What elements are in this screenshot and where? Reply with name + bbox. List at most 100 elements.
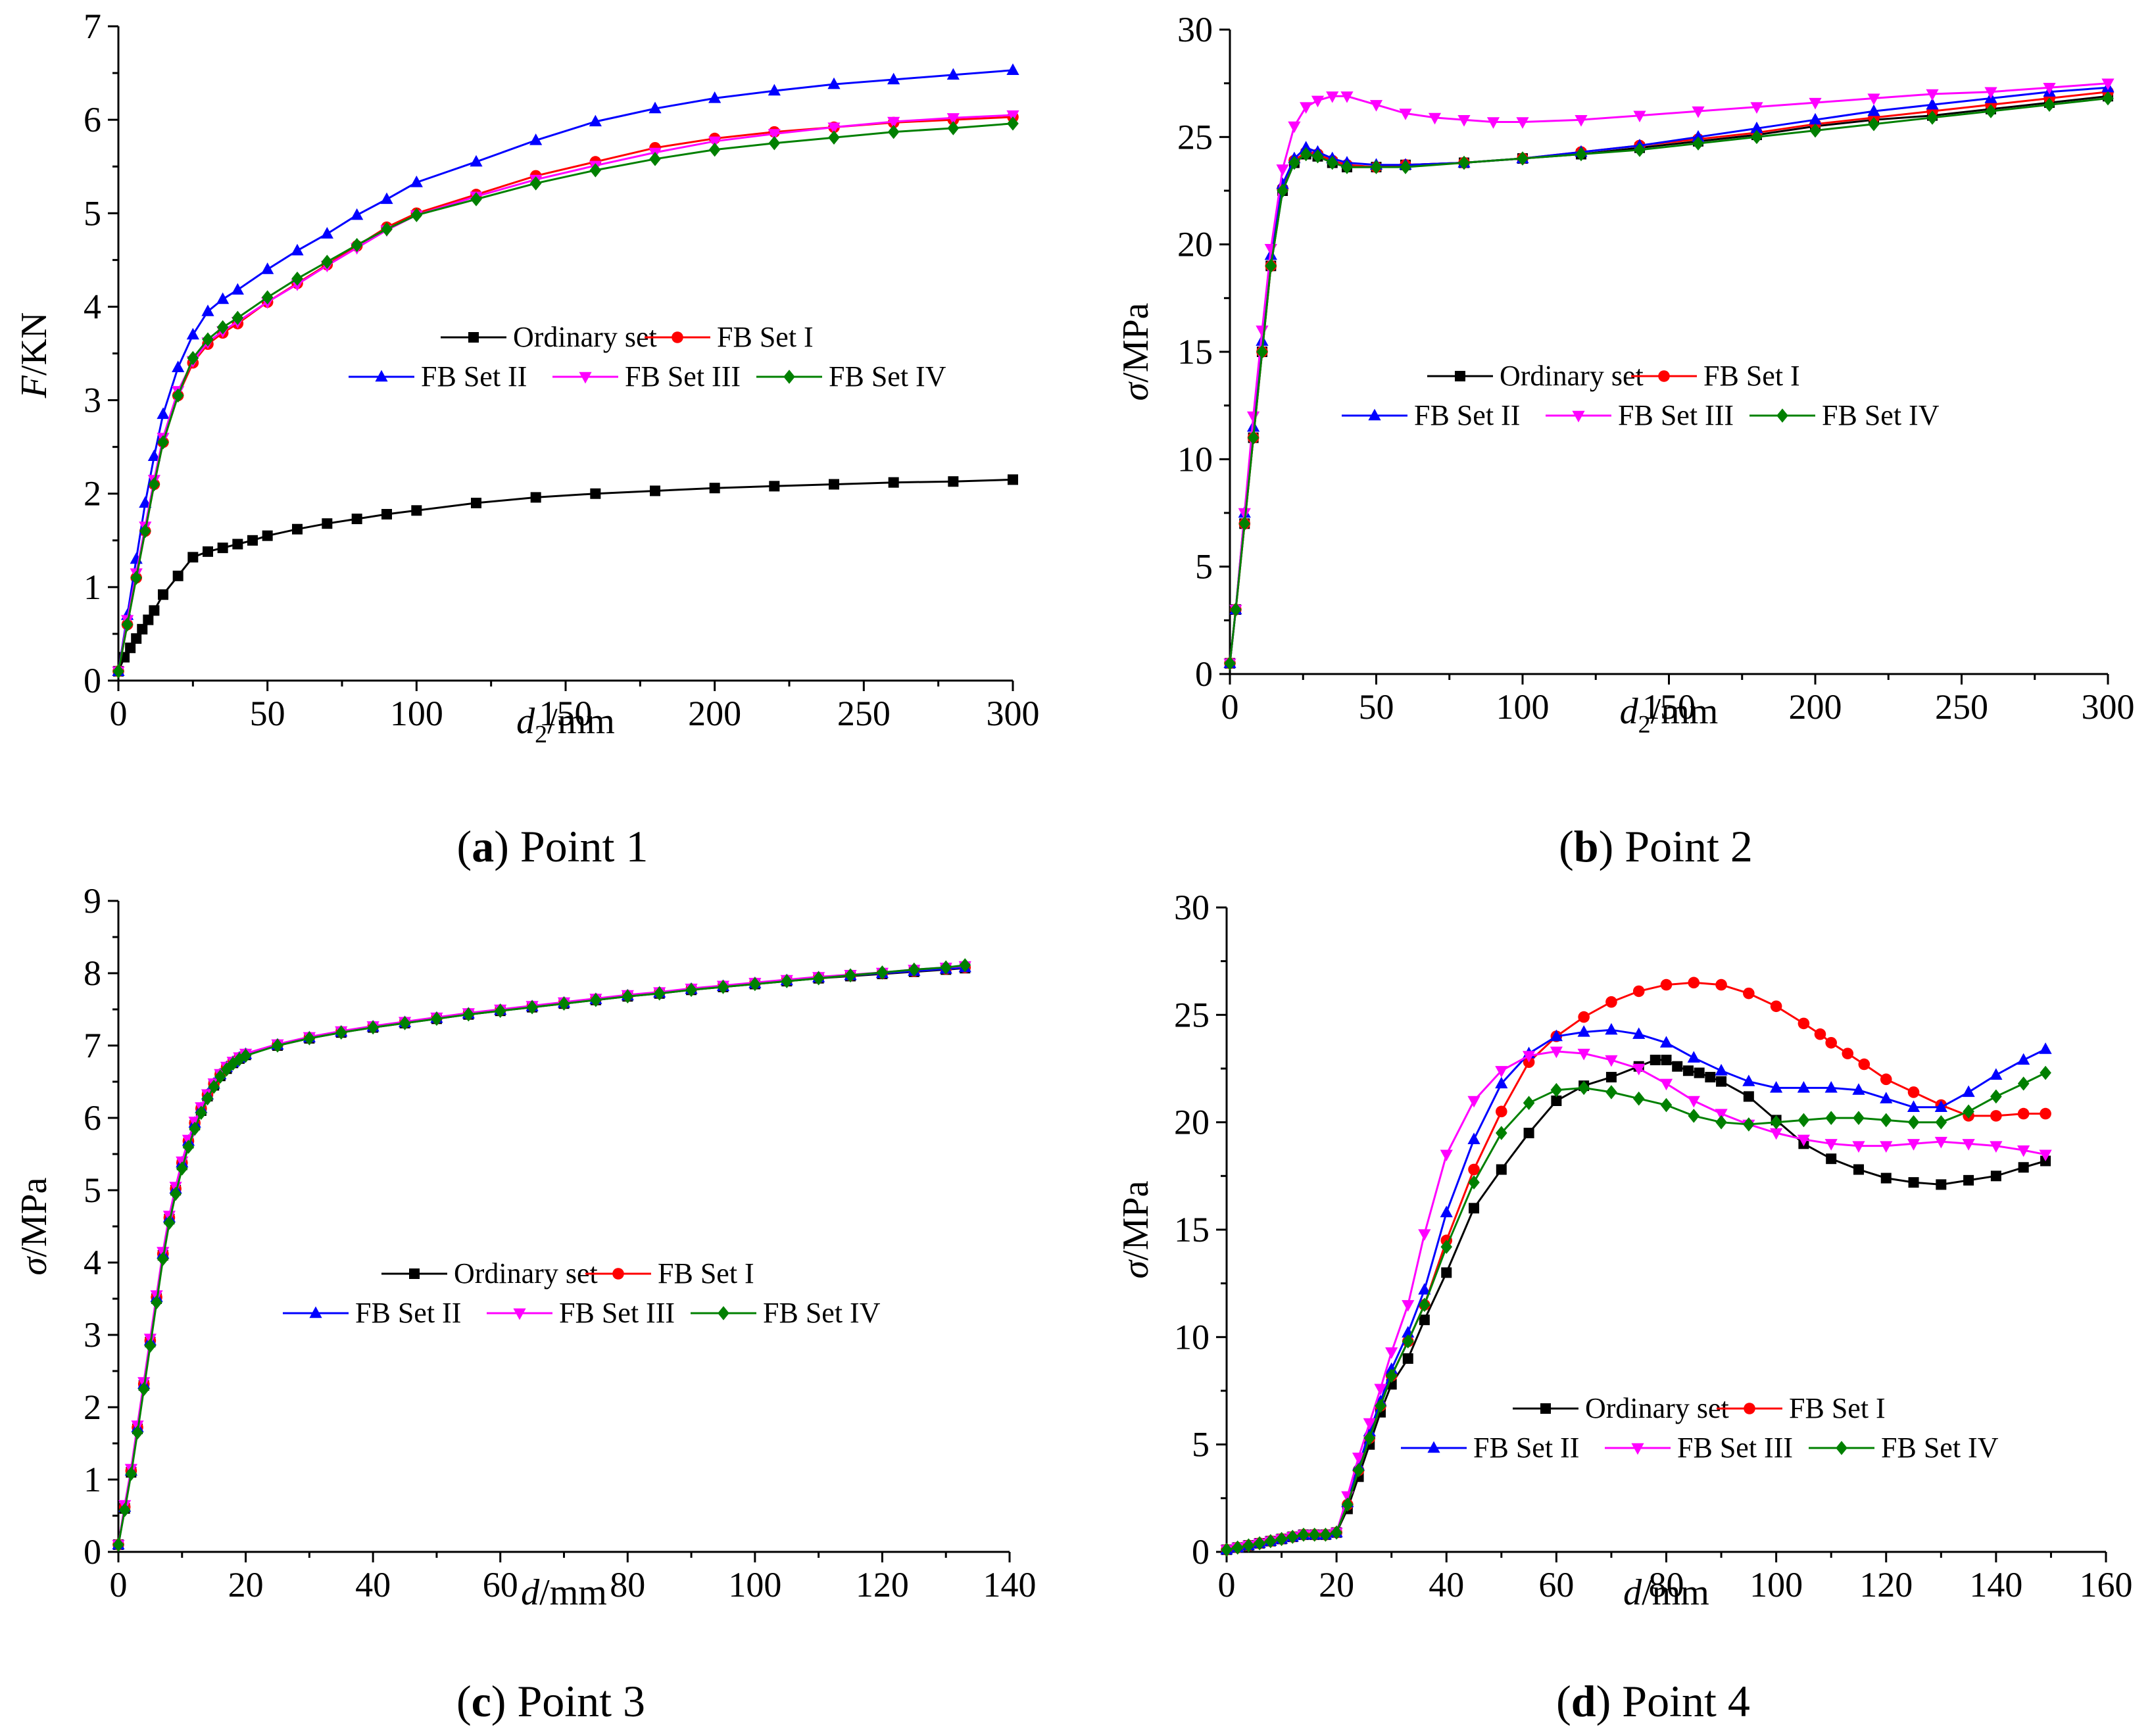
panel-a-series-0-point [187, 552, 199, 563]
panel-d-series-3-point [1824, 1139, 1838, 1151]
panel-d-series-1-point [1496, 1105, 1507, 1118]
panel-d-series-4-point [1632, 1091, 1645, 1106]
panel-c-legend-swatch-marker [309, 1306, 322, 1318]
panel-a-series-0-point [262, 530, 273, 541]
panel-b-x-axis-symbol: d [1620, 691, 1639, 732]
panel-c-series-4-point [526, 1000, 538, 1015]
panel-d-series-2-point [2017, 1053, 2030, 1065]
panel-a-series-0-point [247, 535, 258, 546]
panel-d-series-4 [1221, 1065, 2051, 1557]
panel-a-series-1 [112, 111, 1019, 677]
panel-c-series-4-point [367, 1020, 379, 1035]
panel-c-y-axis-unit: /MPa [14, 1177, 55, 1257]
panel-d-caption-letter: d [1571, 1676, 1596, 1726]
panel-d-series-0-point [2018, 1162, 2029, 1173]
panel-c-series-4-point [137, 1382, 150, 1397]
panel-d-series-0-point [1650, 1054, 1661, 1065]
panel-b-series-4-point [1238, 516, 1251, 531]
panel-d-series-1-point [1770, 1000, 1782, 1013]
panel-d-series-4-line [1226, 1072, 2046, 1551]
panel-d-series-4-point [1265, 1533, 1277, 1549]
panel-c-series-4-point [201, 1091, 214, 1106]
panel-d-series-2-point [1440, 1205, 1453, 1218]
panel-a-series-4-point [112, 663, 124, 679]
panel-c-series-4-point [431, 1011, 443, 1026]
panel-d-series-4-point [1352, 1463, 1365, 1478]
panel-c-series-4-point [653, 986, 666, 1001]
panel-d-x-tick-label: 40 [1429, 1565, 1464, 1604]
panel-b-legend-label: FB Set I [1703, 360, 1800, 392]
panel-d-series-0-point [1705, 1072, 1716, 1083]
panel-a-y-tick-label: 2 [84, 474, 101, 514]
panel-b-y-tick-label: 20 [1177, 225, 1213, 264]
panel-d-y-tick-label: 30 [1174, 888, 1210, 927]
panel-c-y-tick-label: 0 [84, 1532, 101, 1572]
panel-c-x-tick-label: 100 [728, 1565, 781, 1604]
panel-d-x-axis-unit: /mm [1642, 1572, 1709, 1613]
panel-a-series-4-line [117, 122, 1014, 672]
panel-b-series-4-point [1288, 155, 1300, 170]
panel-d-series-3-point [1797, 1134, 1811, 1147]
panel-d-series-1-point [1468, 1163, 1480, 1176]
panel-c-caption: (c) Point 3 [456, 1676, 645, 1726]
panel-a-series-0-point [292, 523, 303, 535]
panel-d-series-4-point [1254, 1536, 1265, 1551]
panel-a-series-3-point [946, 113, 960, 125]
panel-d-x-tick-label: 20 [1319, 1565, 1354, 1604]
panel-c-caption-paren: ( [456, 1676, 472, 1726]
panel-c-series-3 [112, 961, 971, 1552]
panel-b-series-2-point [1692, 130, 1705, 142]
panel-b-series-3-point [1809, 97, 1822, 110]
panel-a-series-2-point [261, 262, 274, 274]
panel-a-caption-paren: ) [494, 821, 520, 871]
panel-c-y-tick-label: 7 [84, 1026, 101, 1065]
panel-c-legend-swatch-marker [718, 1306, 729, 1320]
panel-d-series-0 [1221, 1054, 2051, 1555]
panel-d-caption: (d) Point 4 [1556, 1676, 1750, 1726]
panel-d-series-0-point [1880, 1172, 1892, 1184]
panel-b-series-4-point [1458, 155, 1470, 170]
panel-b-series-4-point [1400, 160, 1411, 174]
panel-d-series-0-point [1551, 1096, 1562, 1106]
panel-d-caption-text: Point 4 [1622, 1676, 1750, 1726]
panel-b-caption-letter: b [1574, 821, 1599, 871]
panel-b-series-3-point [1256, 326, 1269, 337]
panel-d-series-3-point [2017, 1145, 2030, 1157]
panel-c-series-4-point [189, 1121, 201, 1136]
panel-d-series-4-point [1385, 1368, 1398, 1383]
panel-d-series-3-point [1962, 1139, 1975, 1151]
panel-c-series-4-point [125, 1466, 137, 1481]
panel-d-series-2-point [1880, 1092, 1893, 1103]
panel-a-series-0-point [590, 488, 601, 499]
panel-a-series-0-point [530, 492, 541, 503]
panel-a-series-0-line [117, 478, 1014, 672]
panel-b-y-tick-label: 5 [1195, 547, 1213, 587]
panel-b-y-axis-unit: /MPa [1115, 302, 1156, 382]
panel-d-series-4-point [1660, 1097, 1673, 1113]
panel-d-y-tick-label: 20 [1174, 1103, 1210, 1142]
panel-d-series-0-point [1963, 1174, 1974, 1186]
panel-c-series-4-point [303, 1031, 316, 1046]
panel-d-legend-label: FB Set III [1677, 1432, 1793, 1464]
panel-a-series-0-point [829, 479, 839, 490]
panel-b-series-3-point [1867, 93, 1880, 105]
panel-b-series-3-point [1926, 89, 1939, 101]
panel-d-series-4-point [1363, 1431, 1376, 1445]
panel-c-series-4-point [233, 1052, 245, 1067]
panel-b-caption: (b) Point 2 [1559, 821, 1753, 871]
panel-b-series-3-point [1516, 117, 1529, 129]
panel-c-legend: Ordinary set FB Set I FB Set II FB Set III F… [283, 1257, 881, 1329]
panel-a-series-0-point [650, 485, 660, 496]
panel-a-y-tick-label: 6 [84, 100, 101, 139]
panel-a-series-0-point [149, 605, 160, 616]
panel-d-series-1-point [1825, 1037, 1837, 1049]
panel-a-x-tick-label: 300 [987, 694, 1040, 733]
panel-d-series-3-point [1522, 1051, 1536, 1063]
panel-d-series-2-point [1824, 1081, 1838, 1093]
panel-b-x-axis-title: d2/mm [1620, 691, 1719, 738]
panel-a-caption-paren: ( [457, 821, 472, 871]
panel-b-series-3-point [1264, 244, 1277, 256]
panel-d-y-axis-symbol: σ [1115, 1259, 1156, 1278]
panel-d-series-4-point [1605, 1085, 1617, 1099]
panel-c-y-tick-label: 9 [84, 881, 101, 921]
